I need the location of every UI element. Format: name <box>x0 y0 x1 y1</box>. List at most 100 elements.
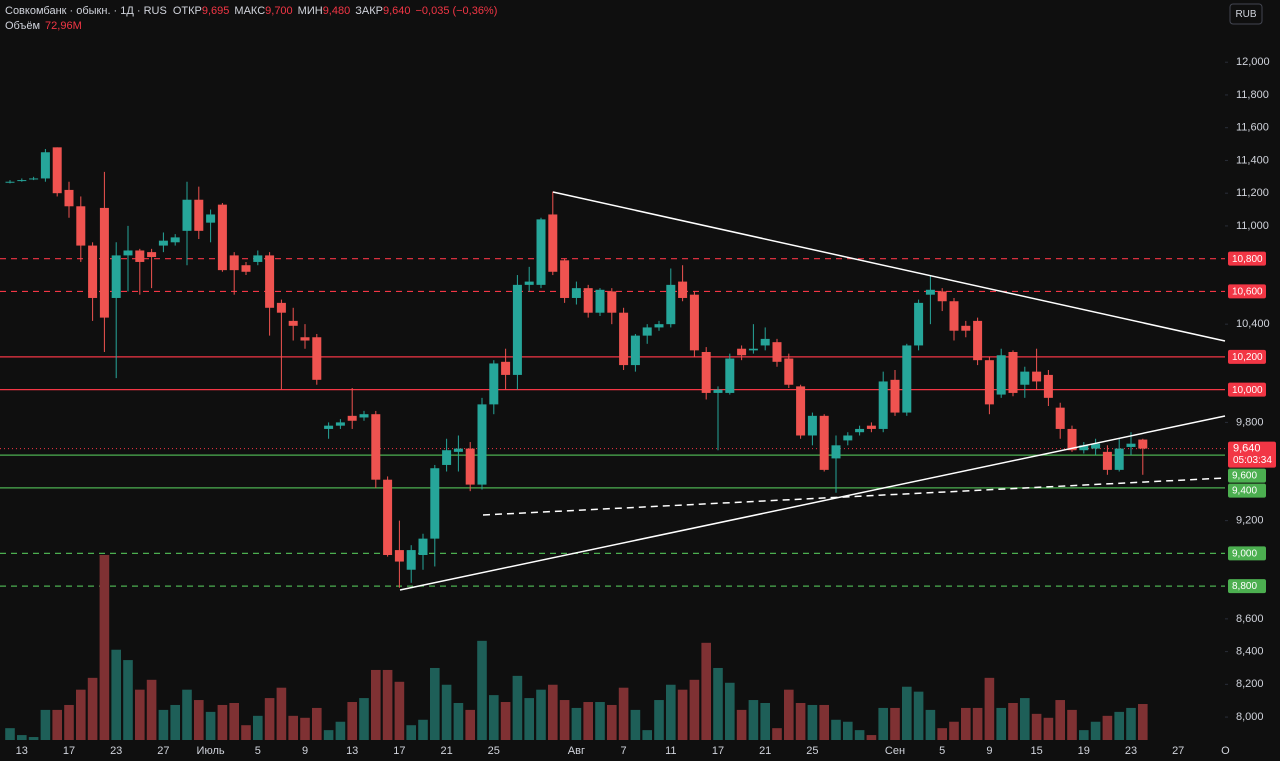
candle-body <box>1102 451 1112 470</box>
candle-body <box>1126 443 1136 447</box>
ohlc-value: 9,640 <box>383 5 411 17</box>
volume-bar <box>300 717 310 740</box>
level-badge <box>1228 284 1266 299</box>
trend-line <box>399 415 1226 591</box>
candle-body <box>40 152 50 179</box>
currency-label[interactable]: RUB <box>1235 9 1256 20</box>
candle-body <box>182 199 192 231</box>
ohlc-value: 9,700 <box>265 5 293 17</box>
countdown: 05:03:34 <box>1233 455 1272 466</box>
volume-bar <box>984 677 995 740</box>
volume-bar <box>1138 704 1148 740</box>
volume-bar <box>500 702 511 740</box>
currency-button-frame[interactable] <box>1229 3 1263 25</box>
volume-bar <box>477 640 487 740</box>
level-badge <box>1228 579 1266 594</box>
x-tick-label: О <box>1221 745 1230 757</box>
levels <box>0 258 1225 587</box>
level-badge <box>1228 349 1266 364</box>
x-tick-label: 13 <box>16 745 28 757</box>
x-tick-label: 7 <box>621 745 627 757</box>
candle-body <box>973 320 983 361</box>
volume-bar <box>937 728 947 740</box>
volume-bar <box>87 677 98 740</box>
candle-body <box>383 479 393 555</box>
candle-body <box>359 414 369 418</box>
candle-body <box>1091 443 1101 449</box>
candle-body <box>701 351 711 393</box>
candle-body <box>560 260 570 298</box>
y-tick-label: 8,400 <box>1236 645 1264 657</box>
candle-body <box>99 207 109 318</box>
candle-body <box>1032 371 1042 382</box>
volume-bar <box>831 719 841 740</box>
x-tick-label: Июль <box>197 745 225 757</box>
candle-body <box>1043 374 1053 398</box>
candle-body <box>1067 428 1077 451</box>
candle-body <box>253 255 263 262</box>
candle-body <box>501 361 511 375</box>
volume-value: 72,96M <box>45 20 82 32</box>
level-label: 9,600 <box>1232 471 1257 482</box>
volume-bar <box>40 709 51 740</box>
y-tick-label: 8,000 <box>1236 711 1264 723</box>
candle-body <box>265 255 275 308</box>
volume-bar <box>158 709 169 740</box>
x-tick-label: 17 <box>393 745 405 757</box>
volume-bar <box>972 707 983 740</box>
candle-body <box>1079 445 1089 451</box>
candle-body <box>123 250 133 256</box>
level-label: 10,000 <box>1232 385 1263 396</box>
volume-bar <box>217 704 228 740</box>
volume-name: Объём <box>5 20 40 32</box>
volume-bar <box>1114 711 1124 740</box>
volume-bar <box>382 669 393 740</box>
x-tick-label: 11 <box>665 745 676 757</box>
y-tick-label: 12,000 <box>1236 56 1270 68</box>
volume-bar <box>890 707 900 740</box>
volume-bar <box>170 704 180 740</box>
candle-body <box>807 415 817 436</box>
x-tick-label: 21 <box>440 745 452 757</box>
candle-body <box>548 214 558 272</box>
candle-body <box>1138 439 1148 449</box>
candle-body <box>984 360 994 405</box>
volume-bar <box>807 704 818 740</box>
volume-bar <box>453 703 464 740</box>
volume-bar <box>347 702 357 740</box>
level-badge <box>1228 546 1266 561</box>
candle-body <box>878 381 888 429</box>
candle-body <box>288 320 298 326</box>
x-tick-label: 27 <box>1172 745 1184 757</box>
candle-body <box>453 448 463 452</box>
candle-body <box>607 291 617 313</box>
volume-bar <box>264 698 275 740</box>
candle-body <box>536 219 546 285</box>
candle-body <box>76 206 86 246</box>
volume-bar <box>418 719 428 740</box>
volume-bar <box>253 715 263 740</box>
candle-body <box>418 538 428 555</box>
volume-bar <box>205 711 216 740</box>
candle-body <box>111 255 121 298</box>
x-tick-label: 23 <box>110 745 122 757</box>
volume-bar <box>111 649 121 740</box>
currency-button[interactable]: RUB <box>1229 3 1263 25</box>
volume-bar <box>607 704 617 740</box>
volume-bar <box>996 707 1006 740</box>
candle-body <box>890 379 900 413</box>
x-tick-label: 9 <box>986 745 992 757</box>
candle-body <box>442 450 452 465</box>
x-tick-label: Сен <box>885 745 905 757</box>
volume-bar <box>1031 713 1042 740</box>
level-label: 8,800 <box>1232 581 1257 592</box>
volume-bar <box>725 682 735 740</box>
candle-body <box>88 245 98 298</box>
candle-body <box>831 445 841 459</box>
volume-bar <box>571 707 582 740</box>
volume-bar <box>146 679 157 740</box>
x-tick-label: 19 <box>1078 745 1090 757</box>
change-pct: (−0,36%) <box>452 5 497 17</box>
candle-body <box>713 389 723 393</box>
volume-bar <box>1008 703 1018 740</box>
